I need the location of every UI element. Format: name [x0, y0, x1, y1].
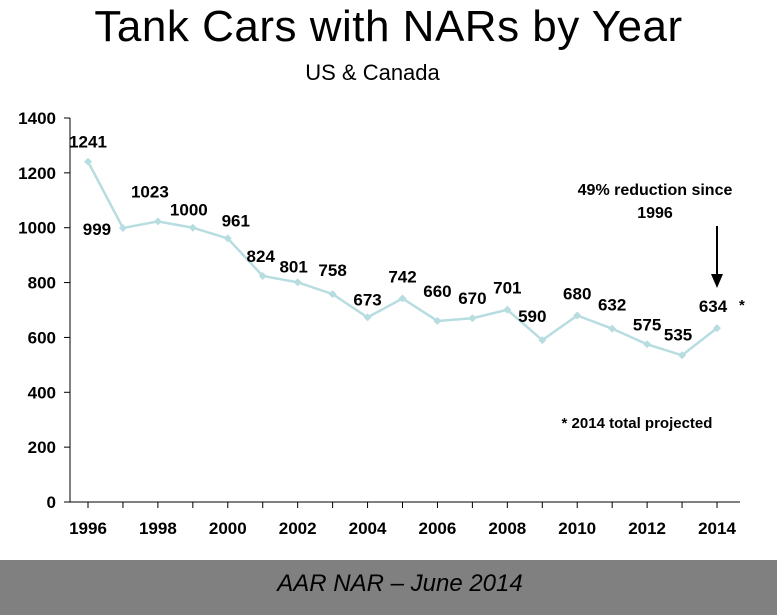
- data-label: 590: [518, 307, 546, 326]
- data-label: 1000: [170, 201, 208, 220]
- data-point: [258, 271, 267, 280]
- data-point: [84, 157, 92, 166]
- data-label: 1241: [69, 133, 107, 152]
- x-tick-label: 1996: [69, 519, 107, 538]
- x-axis-ticks: 1996 1998 2000 2002 2004 2006 2008 2010 2012 2014: [69, 502, 736, 538]
- data-point: [678, 351, 687, 360]
- axes: [69, 118, 740, 503]
- data-label: 701: [493, 279, 521, 298]
- y-tick-label: 1000: [18, 219, 56, 238]
- x-tick-label: 2006: [419, 519, 457, 538]
- data-label: 801: [279, 257, 307, 276]
- y-tick-label: 200: [28, 438, 56, 457]
- data-point: [188, 223, 197, 232]
- data-point: [503, 305, 512, 314]
- y-tick-label: 0: [47, 493, 56, 512]
- y-tick-label: 600: [28, 328, 56, 347]
- data-point: [293, 278, 302, 287]
- y-tick-label: 400: [28, 383, 56, 402]
- data-point: [538, 336, 547, 345]
- data-label: 680: [563, 284, 591, 303]
- data-label: 999: [83, 220, 111, 239]
- x-tick-label: 2008: [488, 519, 526, 538]
- chart-subtitle: US & Canada: [305, 60, 440, 85]
- data-point: [223, 234, 232, 243]
- data-label: 824: [247, 247, 276, 266]
- y-tick-label: 800: [28, 274, 56, 293]
- data-label: 673: [353, 290, 381, 309]
- data-label: 632: [598, 296, 626, 315]
- data-label: 634: [699, 297, 728, 316]
- x-tick-label: 2014: [698, 519, 736, 538]
- data-label: 535: [664, 325, 692, 344]
- data-label: 660: [423, 282, 451, 301]
- data-label: 670: [458, 289, 486, 308]
- x-tick-label: 2012: [628, 519, 666, 538]
- data-point: [468, 314, 477, 323]
- data-point: [363, 313, 372, 322]
- data-point: [573, 311, 582, 320]
- y-axis-ticks: 0 200 400 600 800 1000 1200 1400: [18, 109, 70, 512]
- data-label: 758: [318, 261, 346, 280]
- x-tick-label: 2004: [349, 519, 387, 538]
- line-chart: 0 200 400 600 800 1000 1200 1400 1996 1998 2000 20…: [18, 109, 745, 538]
- data-point: [608, 324, 617, 333]
- annotation-arrow-head: [711, 274, 723, 288]
- data-label: 961: [222, 211, 250, 230]
- data-point: [398, 294, 407, 303]
- footer-caption: AAR NAR – June 2014: [277, 570, 523, 597]
- x-tick-label: 1998: [139, 519, 177, 538]
- annotation: 49% reduction since 1996: [578, 182, 733, 288]
- data-point: [328, 290, 337, 299]
- annotation-text-line2: 1996: [637, 205, 673, 222]
- data-label: 575: [633, 315, 661, 334]
- data-label: 1023: [131, 182, 169, 201]
- footnote: * 2014 total projected: [562, 415, 713, 432]
- data-point: [153, 217, 162, 226]
- y-tick-label: 1400: [18, 109, 56, 128]
- chart-panel: Tank Cars with NARs by Year US & Canada …: [0, 0, 777, 560]
- chart-title: Tank Cars with NARs by Year: [94, 2, 683, 51]
- annotation-text-line1: 49% reduction since: [578, 182, 733, 199]
- projected-marker: *: [739, 297, 745, 314]
- x-tick-label: 2002: [279, 519, 317, 538]
- data-point: [643, 340, 652, 349]
- x-tick-label: 2000: [209, 519, 247, 538]
- x-tick-label: 2010: [558, 519, 596, 538]
- data-point: [713, 324, 721, 333]
- data-point: [118, 223, 127, 232]
- data-point: [433, 316, 442, 325]
- data-label: 742: [388, 267, 416, 286]
- data-points: [84, 157, 721, 360]
- y-tick-label: 1200: [18, 164, 56, 183]
